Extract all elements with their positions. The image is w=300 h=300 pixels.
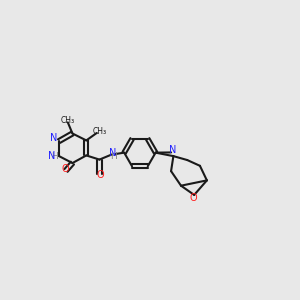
Text: CH₃: CH₃ [93, 128, 107, 136]
Text: H: H [110, 152, 117, 161]
Text: O: O [189, 193, 197, 203]
Text: N: N [109, 148, 116, 158]
Text: O: O [97, 170, 104, 180]
Text: N: N [169, 145, 177, 155]
Text: H: H [52, 152, 58, 160]
Text: O: O [61, 164, 69, 174]
Text: N: N [50, 133, 58, 143]
Text: N: N [48, 151, 55, 161]
Text: CH₃: CH₃ [61, 116, 75, 125]
